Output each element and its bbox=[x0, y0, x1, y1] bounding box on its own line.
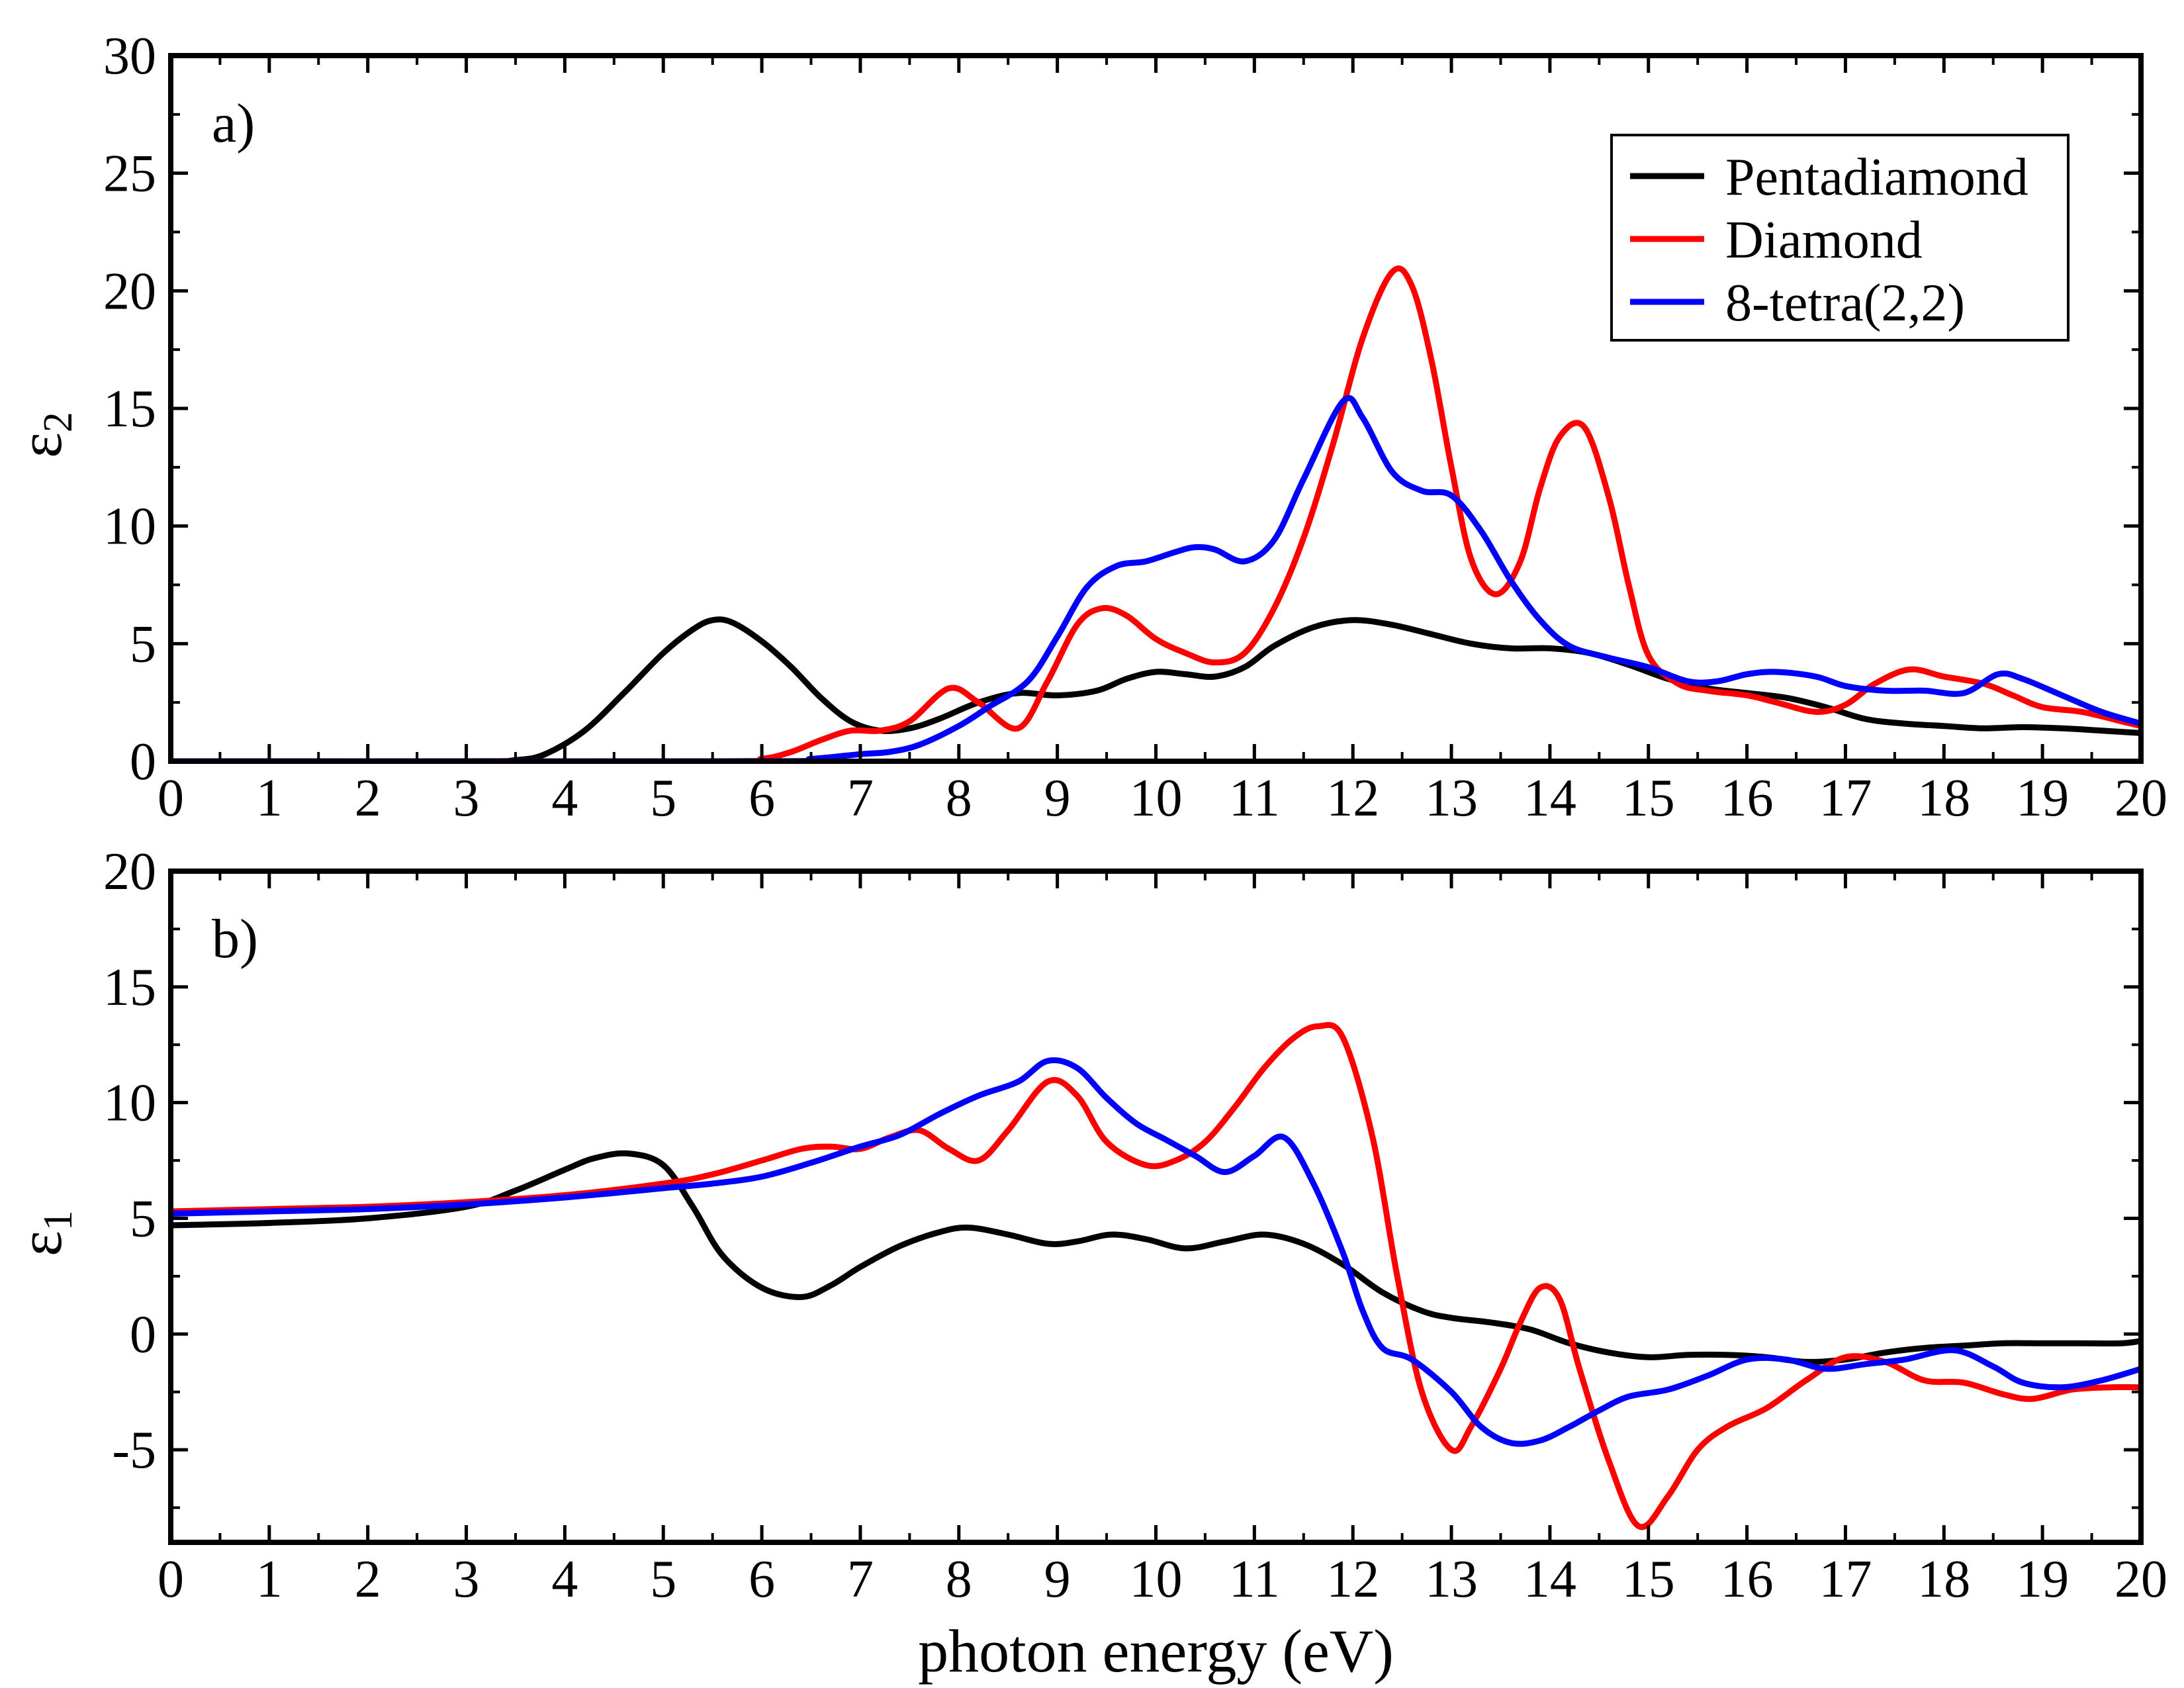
x-tick-label: 16 bbox=[1721, 1550, 1774, 1609]
x-tick-label: 12 bbox=[1326, 1550, 1379, 1609]
x-tick-label: 18 bbox=[1917, 769, 1970, 827]
panel-b-ticks: 0 1 2 3 4 5 6 7 8 9 10 11 12 13 14 15 16 17 18 19 20-5051015… bbox=[103, 843, 2167, 1609]
series-line-pentadiamond-panel-a bbox=[171, 616, 2141, 761]
legend-entry-label: Diamond bbox=[1725, 211, 1923, 269]
panel-a-y-axis-label: ε2 bbox=[7, 412, 81, 458]
x-tick-label: 2 bbox=[355, 1550, 381, 1609]
x-tick-label: 8 bbox=[946, 769, 972, 827]
series-line-8-tetra-2-2--panel-a bbox=[171, 395, 2141, 761]
panel-b-frame bbox=[168, 868, 2144, 1545]
x-tick-label: 15 bbox=[1622, 769, 1675, 827]
x-tick-label: 12 bbox=[1326, 769, 1379, 827]
x-tick-label: 11 bbox=[1229, 769, 1280, 827]
x-tick-label: 14 bbox=[1524, 1550, 1576, 1609]
x-tick-label: 5 bbox=[650, 769, 676, 827]
panel-b: 0 1 2 3 4 5 6 7 8 9 10 11 12 13 14 15 16 17 18 19 20-5051015… bbox=[7, 843, 2167, 1609]
x-tick-label: 3 bbox=[453, 1550, 480, 1609]
y-tick-label: -5 bbox=[112, 1421, 156, 1479]
y-tick-label: 0 bbox=[130, 733, 156, 791]
y-tick-label: 10 bbox=[103, 498, 156, 556]
x-tick-label: 6 bbox=[749, 769, 775, 827]
x-tick-label: 10 bbox=[1130, 1550, 1183, 1609]
panel-a: 0 1 2 3 4 5 6 7 8 9 10 11 12 13 14 15 16 17 18 19 2005101520… bbox=[7, 27, 2167, 827]
x-tick-label: 9 bbox=[1044, 769, 1071, 827]
x-tick-label: 20 bbox=[2115, 1550, 2167, 1609]
x-tick-label: 1 bbox=[256, 769, 283, 827]
x-tick-label: 18 bbox=[1917, 1550, 1970, 1609]
x-tick-label: 7 bbox=[847, 1550, 874, 1609]
y-tick-label: 0 bbox=[130, 1305, 156, 1364]
x-tick-label: 4 bbox=[551, 1550, 578, 1609]
x-tick-label: 17 bbox=[1819, 1550, 1872, 1609]
series-line-pentadiamond-panel-b bbox=[171, 1150, 2141, 1365]
x-tick-label: 11 bbox=[1229, 1550, 1280, 1609]
x-tick-label: 4 bbox=[551, 769, 578, 827]
x-tick-label: 13 bbox=[1425, 769, 1478, 827]
y-tick-label: 20 bbox=[103, 843, 156, 901]
x-tick-label: 3 bbox=[453, 769, 480, 827]
x-tick-label: 8 bbox=[946, 1550, 972, 1609]
panel-b-series bbox=[171, 1021, 2141, 1530]
panel-b-y-axis-symbol: ε bbox=[7, 1231, 74, 1256]
legend-entry-label: Pentadiamond bbox=[1725, 148, 2028, 207]
y-tick-label: 5 bbox=[130, 1190, 156, 1248]
panel-a-series bbox=[171, 265, 2141, 761]
panel-a-ticks: 0 1 2 3 4 5 6 7 8 9 10 11 12 13 14 15 16 17 18 19 2005101520… bbox=[103, 27, 2167, 827]
y-tick-label: 20 bbox=[103, 262, 156, 320]
panel-a-y-axis-symbol: ε bbox=[7, 432, 74, 458]
x-tick-label: 10 bbox=[1130, 769, 1183, 827]
y-tick-label: 15 bbox=[103, 959, 156, 1017]
panel-b-y-axis-subscript: 1 bbox=[36, 1210, 81, 1231]
x-tick-label: 0 bbox=[158, 1550, 184, 1609]
legend-entry-label: 8-tetra(2,2) bbox=[1725, 274, 1965, 332]
x-tick-label: 5 bbox=[650, 1550, 676, 1609]
x-tick-label: 17 bbox=[1819, 769, 1872, 827]
panel-b-label: b) bbox=[212, 908, 258, 970]
series-line-diamond-panel-b bbox=[171, 1021, 2141, 1530]
series-line-diamond-panel-a bbox=[171, 265, 2141, 761]
x-tick-label: 16 bbox=[1721, 769, 1774, 827]
panel-a-frame bbox=[168, 53, 2144, 764]
panel-a-y-axis-subscript: 2 bbox=[36, 412, 81, 432]
x-tick-label: 7 bbox=[847, 769, 874, 827]
series-line-8-tetra-2-2--panel-b bbox=[171, 1057, 2141, 1447]
y-tick-label: 5 bbox=[130, 615, 156, 673]
x-tick-label: 2 bbox=[355, 769, 381, 827]
x-tick-label: 19 bbox=[2016, 769, 2069, 827]
x-tick-label: 20 bbox=[2115, 769, 2167, 827]
x-axis-label: photon energy (eV) bbox=[918, 1617, 1394, 1685]
y-tick-label: 10 bbox=[103, 1074, 156, 1133]
x-tick-label: 1 bbox=[256, 1550, 283, 1609]
x-tick-label: 6 bbox=[749, 1550, 775, 1609]
y-tick-label: 25 bbox=[103, 145, 156, 203]
x-tick-label: 15 bbox=[1622, 1550, 1675, 1609]
y-tick-label: 15 bbox=[103, 380, 156, 438]
x-tick-label: 13 bbox=[1425, 1550, 1478, 1609]
y-tick-label: 30 bbox=[103, 27, 156, 85]
x-tick-label: 0 bbox=[158, 769, 184, 827]
panel-b-y-axis-label: ε1 bbox=[7, 1210, 81, 1256]
panel-a-label: a) bbox=[212, 93, 255, 154]
x-tick-label: 19 bbox=[2016, 1550, 2069, 1609]
x-tick-label: 9 bbox=[1044, 1550, 1071, 1609]
x-tick-label: 14 bbox=[1524, 769, 1576, 827]
